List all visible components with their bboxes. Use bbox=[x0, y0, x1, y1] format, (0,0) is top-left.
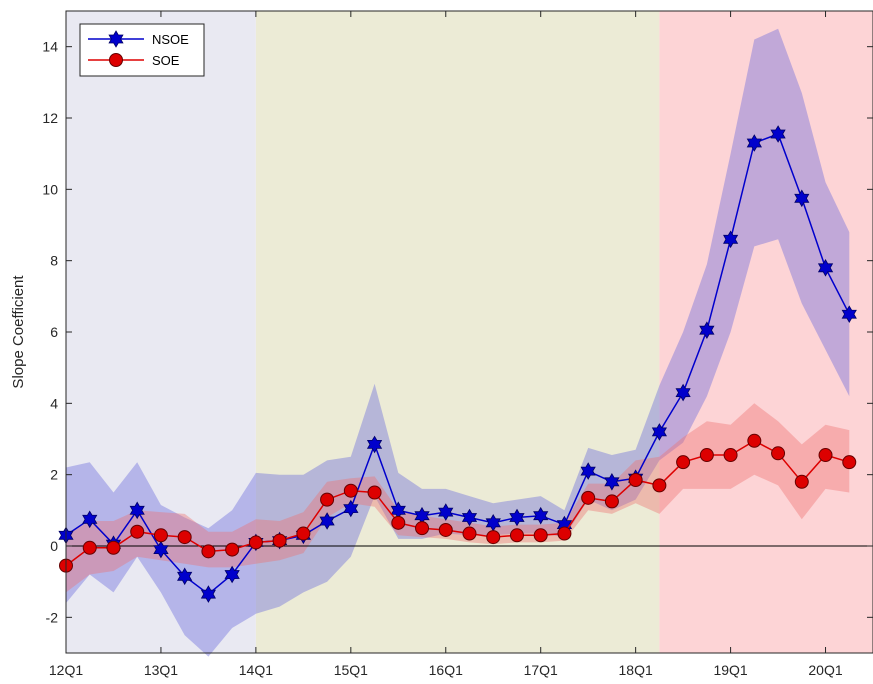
point-soe-29 bbox=[747, 433, 762, 448]
legend-label-nsoe: NSOE bbox=[152, 32, 189, 47]
point-nsoe-17 bbox=[461, 508, 478, 527]
point-soe-21 bbox=[557, 526, 572, 541]
point-soe-6 bbox=[201, 544, 216, 559]
ytick-label: 14 bbox=[42, 39, 58, 55]
point-nsoe-25 bbox=[651, 423, 667, 441]
point-soe-25 bbox=[652, 478, 667, 493]
point-soe-7 bbox=[225, 542, 240, 557]
legend-box bbox=[79, 23, 205, 77]
band-nsoe bbox=[66, 28, 850, 657]
point-soe-26 bbox=[676, 455, 691, 470]
point-nsoe-33 bbox=[841, 305, 857, 323]
point-soe-5 bbox=[177, 530, 192, 545]
point-nsoe-4 bbox=[153, 540, 169, 559]
point-soe-17 bbox=[462, 526, 477, 541]
point-nsoe-16 bbox=[438, 503, 454, 521]
xtick-label: 13Q1 bbox=[144, 662, 178, 678]
point-nsoe-27 bbox=[699, 321, 715, 339]
point-soe-10 bbox=[296, 526, 311, 541]
legend: NSOE SOE bbox=[79, 23, 205, 77]
legend-marker-shape-soe bbox=[109, 53, 123, 67]
xtick-label: 19Q1 bbox=[713, 662, 747, 678]
point-nsoe-32 bbox=[817, 258, 834, 277]
point-soe-15 bbox=[415, 521, 430, 536]
point-nsoe-29 bbox=[746, 134, 762, 152]
x-axis-ticks: 12Q1 13Q1 14Q1 15Q1 16Q1 17Q1 18Q1 19Q1 20Q1 bbox=[49, 11, 843, 678]
xtick-label: 18Q1 bbox=[619, 662, 653, 678]
xtick-label: 16Q1 bbox=[429, 662, 463, 678]
y-axis-ticks: -2 0 2 4 6 8 10 12 14 bbox=[42, 39, 873, 625]
xtick-label: 20Q1 bbox=[808, 662, 842, 678]
legend-label-soe: SOE bbox=[152, 53, 180, 68]
point-soe-12 bbox=[343, 483, 358, 498]
point-soe-4 bbox=[153, 528, 168, 543]
point-soe-11 bbox=[320, 492, 335, 507]
point-nsoe-26 bbox=[675, 383, 691, 402]
point-soe-27 bbox=[699, 448, 714, 463]
point-nsoe-31 bbox=[794, 189, 810, 208]
ytick-label: 12 bbox=[42, 110, 58, 126]
xtick-label: 15Q1 bbox=[334, 662, 368, 678]
point-soe-14 bbox=[391, 515, 406, 530]
point-nsoe-5 bbox=[177, 567, 193, 586]
point-soe-31 bbox=[794, 474, 809, 489]
point-soe-13 bbox=[367, 485, 382, 500]
legend-marker-soe bbox=[109, 53, 123, 67]
point-nsoe-11 bbox=[319, 512, 335, 530]
ytick-label: -2 bbox=[46, 609, 59, 625]
point-nsoe-23 bbox=[604, 472, 620, 491]
point-soe-33 bbox=[842, 455, 857, 470]
point-nsoe-20 bbox=[533, 506, 549, 525]
point-soe-8 bbox=[248, 535, 263, 550]
point-nsoe-19 bbox=[509, 508, 525, 527]
point-soe-1 bbox=[82, 540, 97, 555]
xtick-label: 12Q1 bbox=[49, 662, 83, 678]
line-soe bbox=[65, 439, 850, 567]
point-soe-24 bbox=[628, 473, 643, 488]
point-soe-30 bbox=[771, 446, 786, 461]
point-soe-18 bbox=[486, 530, 501, 545]
series-lines bbox=[58, 125, 857, 603]
line-nsoe bbox=[65, 133, 850, 596]
point-soe-16 bbox=[438, 522, 453, 537]
xtick-label: 17Q1 bbox=[524, 662, 558, 678]
ytick-label: 10 bbox=[42, 181, 58, 197]
point-soe-32 bbox=[818, 448, 833, 463]
point-nsoe-30 bbox=[770, 125, 786, 143]
point-soe-3 bbox=[130, 524, 145, 539]
legend-marker-nsoe bbox=[108, 30, 124, 48]
period-backgrounds bbox=[66, 11, 873, 653]
xtick-label: 14Q1 bbox=[239, 662, 273, 678]
point-nsoe-13 bbox=[366, 435, 383, 454]
point-nsoe-1 bbox=[82, 510, 98, 529]
point-soe-20 bbox=[533, 528, 548, 543]
point-nsoe-28 bbox=[723, 230, 739, 249]
point-soe-2 bbox=[106, 540, 121, 555]
ytick-label: 4 bbox=[50, 395, 58, 411]
point-soe-19 bbox=[509, 528, 524, 543]
ytick-label: 2 bbox=[50, 467, 58, 483]
point-nsoe-7 bbox=[224, 565, 240, 584]
point-soe-9 bbox=[272, 533, 287, 548]
point-soe-23 bbox=[604, 494, 619, 509]
point-nsoe-22 bbox=[580, 462, 596, 480]
ytick-label: 6 bbox=[50, 324, 58, 340]
point-nsoe-6 bbox=[200, 585, 216, 603]
point-nsoe-12 bbox=[343, 499, 359, 518]
ytick-label: 8 bbox=[50, 253, 58, 269]
legend-marker-shape-nsoe bbox=[108, 30, 124, 48]
y-axis-label: Slope Coefficient bbox=[10, 275, 27, 389]
point-nsoe-3 bbox=[129, 501, 145, 520]
point-soe-28 bbox=[723, 448, 738, 463]
ytick-label: 0 bbox=[50, 538, 58, 554]
point-soe-22 bbox=[581, 490, 596, 505]
